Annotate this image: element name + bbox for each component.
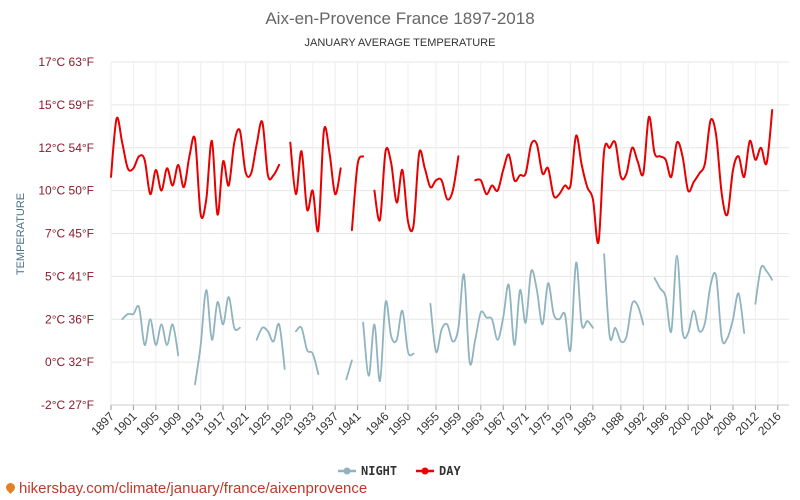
map-pin-icon [4,481,17,494]
x-tick-label: 1963 [458,409,487,438]
x-tick-label: 1917 [200,409,229,438]
x-tick-label: 1941 [335,409,364,438]
night-series-line [255,322,286,370]
x-tick-label: 1979 [548,409,577,438]
y-tick-label: 0°C 32°F [45,355,94,369]
x-tick-label: 2000 [665,409,694,438]
legend-item-night[interactable]: NIGHT [338,464,397,478]
x-tick-label: 2012 [733,409,762,438]
day-series-line [110,116,281,220]
y-tick-label: 5°C 41°F [45,269,94,283]
series-lines [110,109,774,386]
x-tick-label: 2004 [688,409,717,438]
y-tick-labels: -2°C 27°F 0°C 32°F 2°C 36°F 5°C 41°F 7°C 45°… [38,55,94,412]
night-series-line [362,300,415,382]
x-tick-label: 1933 [290,409,319,438]
legend-day-label: DAY [439,464,461,478]
day-series-line [289,126,342,233]
x-tick-label: 1988 [598,409,627,438]
x-tick-label: 1905 [133,409,162,438]
x-tick-label: 1967 [481,409,510,438]
x-tick-label: 1996 [643,409,672,438]
night-series-line [345,359,353,381]
x-tick-label: 1921 [223,409,252,438]
source-text: hikersbay.com/climate/january/france/aix… [19,480,368,497]
x-tick-label: 1950 [385,409,414,438]
x-tick-label: 1929 [268,409,297,438]
x-tick-label: 2016 [755,409,784,438]
x-tick-label: 1897 [88,409,117,438]
day-series-line [474,109,774,244]
y-tick-label: 12°C 54°F [38,141,94,155]
night-series-line [653,254,746,345]
night-series-line [121,305,180,357]
night-series-line [603,253,645,344]
y-tick-label: 2°C 36°F [45,312,94,326]
day-series-line [373,146,460,233]
x-tick-label: 1955 [413,409,442,438]
y-tick-label: 15°C 59°F [38,98,94,112]
x-tick-labels: 1897190119051909191319171921192519291933… [88,409,784,438]
night-series-line [295,326,320,375]
x-tick-label: 1992 [621,409,650,438]
source-link[interactable]: hikersbay.com/climate/january/france/aix… [4,480,368,497]
x-tick-label: 1946 [363,409,392,438]
night-series-line [194,289,241,386]
x-tick-label: 1937 [312,409,341,438]
night-series-line [754,264,774,305]
chart-title: Aix-en-Provence France 1897-2018 [265,9,534,28]
x-tick-label: 1971 [503,409,532,438]
legend-item-day[interactable]: DAY [416,464,461,478]
x-tick-label: 1901 [111,409,140,438]
x-tick-label: 1913 [178,409,207,438]
x-tick-label: 1975 [525,409,554,438]
legend-night-marker [343,467,351,475]
y-tick-label: -2°C 27°F [41,398,94,412]
x-tick-label: 2008 [710,409,739,438]
y-tick-label: 17°C 63°F [38,55,94,69]
night-series-line [429,261,594,366]
chart-subtitle: JANUARY AVERAGE TEMPERATURE [305,37,496,49]
y-tick-label: 7°C 45°F [45,227,94,241]
x-tick-label: 1983 [570,409,599,438]
y-tick-label: 10°C 50°F [38,184,94,198]
x-tick-label: 1925 [245,409,274,438]
x-tick-label: 1909 [156,409,185,438]
legend[interactable]: NIGHT DAY [338,464,461,478]
day-series-line [350,155,365,232]
y-axis-label: TEMPERATURE [15,193,27,275]
legend-day-marker [421,467,429,475]
legend-night-label: NIGHT [361,464,397,478]
grid [110,61,789,410]
x-tick-label: 1959 [436,409,465,438]
